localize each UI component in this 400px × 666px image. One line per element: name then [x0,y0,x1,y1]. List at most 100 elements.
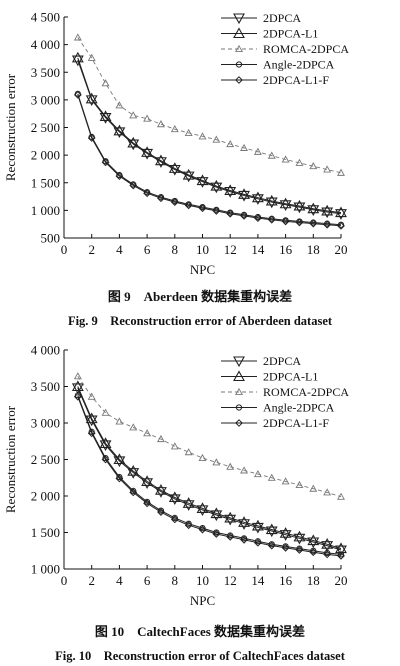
legend-label: 2DPCA-L1-F [263,416,329,430]
data-point [210,507,223,519]
data-point [182,500,195,511]
y-tick-label: 4 500 [31,10,60,25]
data-point [168,162,181,173]
data-point [240,143,249,151]
data-point [238,190,250,202]
figure-9-caption-en: Fig. 9 Reconstruction error of Aberdeen … [67,314,333,328]
x-tick-label: 18 [307,242,320,257]
data-point [143,189,152,198]
data-point [323,165,332,173]
x-tick-label: 2 [88,573,95,588]
data-point [267,215,276,224]
data-point [88,428,95,435]
data-point [226,139,235,148]
data-point [155,154,167,166]
legend-item-angle-2dpca: Angle-2DPCA [221,401,335,415]
data-point [196,174,209,186]
data-point [85,95,98,107]
data-point [184,521,193,530]
data-point [212,530,221,538]
data-point [155,487,167,498]
legend-item-2dpca: 2DPCA [221,354,301,368]
data-point [337,168,345,176]
data-point [265,194,278,206]
data-point [184,448,193,456]
data-point [281,543,290,552]
data-point [127,136,140,148]
data-point [335,206,347,218]
data-point [224,514,237,526]
data-point [295,218,304,227]
data-point [87,392,96,400]
y-tick-label: 1 500 [31,525,60,540]
data-point [115,417,124,425]
legend-marker [233,13,245,25]
x-tick-label: 2 [88,242,95,257]
data-point [279,200,292,211]
data-point [310,547,317,554]
data-point [196,502,209,513]
figure-10-caption-cn: 图 10 CaltechFaces 数据集重构误差 [94,624,306,639]
data-point [337,551,345,558]
data-point [337,551,345,560]
legend-marker [233,356,245,368]
y-axis-label: Reconstruction error [3,405,18,513]
data-point [321,204,334,216]
data-point [198,525,207,534]
x-axis-label: NPC [190,593,215,608]
data-point [198,453,207,462]
legend-marker [235,419,243,427]
y-tick-label: 2 000 [31,148,60,163]
data-point [238,516,250,527]
data-point [240,466,249,474]
data-point [143,429,152,437]
data-point [295,158,304,166]
data-point [307,202,320,214]
x-tick-label: 12 [224,573,237,588]
data-point [170,198,179,206]
data-point [129,488,138,497]
data-point [212,207,221,215]
data-point [307,537,320,549]
series-2dpca-l1-f [73,392,345,560]
data-point [85,415,98,427]
y-tick-label: 2 000 [31,489,60,504]
data-point [184,201,193,210]
data-point [307,205,320,216]
y-tick-label: 1 000 [31,562,60,577]
x-tick-label: 6 [144,242,151,257]
data-point [73,392,82,401]
data-point [224,184,237,196]
data-point [281,477,290,485]
data-point [141,146,154,157]
data-point [127,465,140,476]
y-axis-label: Reconstruction error [3,73,18,181]
data-point [254,538,261,545]
data-point [323,220,332,229]
legend-marker [235,44,243,53]
data-point [238,519,250,530]
data-point [323,550,332,559]
data-point [321,207,334,219]
data-point [184,128,193,137]
data-point [87,53,96,61]
x-tick-label: 14 [251,573,265,588]
series-romca-2dpca [73,33,345,176]
data-point [168,491,181,503]
data-point [227,532,234,539]
data-point [321,538,334,549]
data-point [198,132,207,140]
x-tick-label: 16 [279,573,293,588]
x-tick-label: 10 [196,242,209,257]
data-point [182,168,195,180]
legend-label: 2DPCA-L1 [263,27,318,41]
x-tick-label: 16 [279,242,293,257]
data-point [324,549,331,557]
data-point [99,440,112,452]
data-point [155,484,167,495]
data-point [323,488,332,496]
legend-label: Angle-2DPCA [263,58,335,72]
data-point [196,177,209,188]
legend-item-2dpca-l1: 2DPCA-L1 [221,27,318,41]
